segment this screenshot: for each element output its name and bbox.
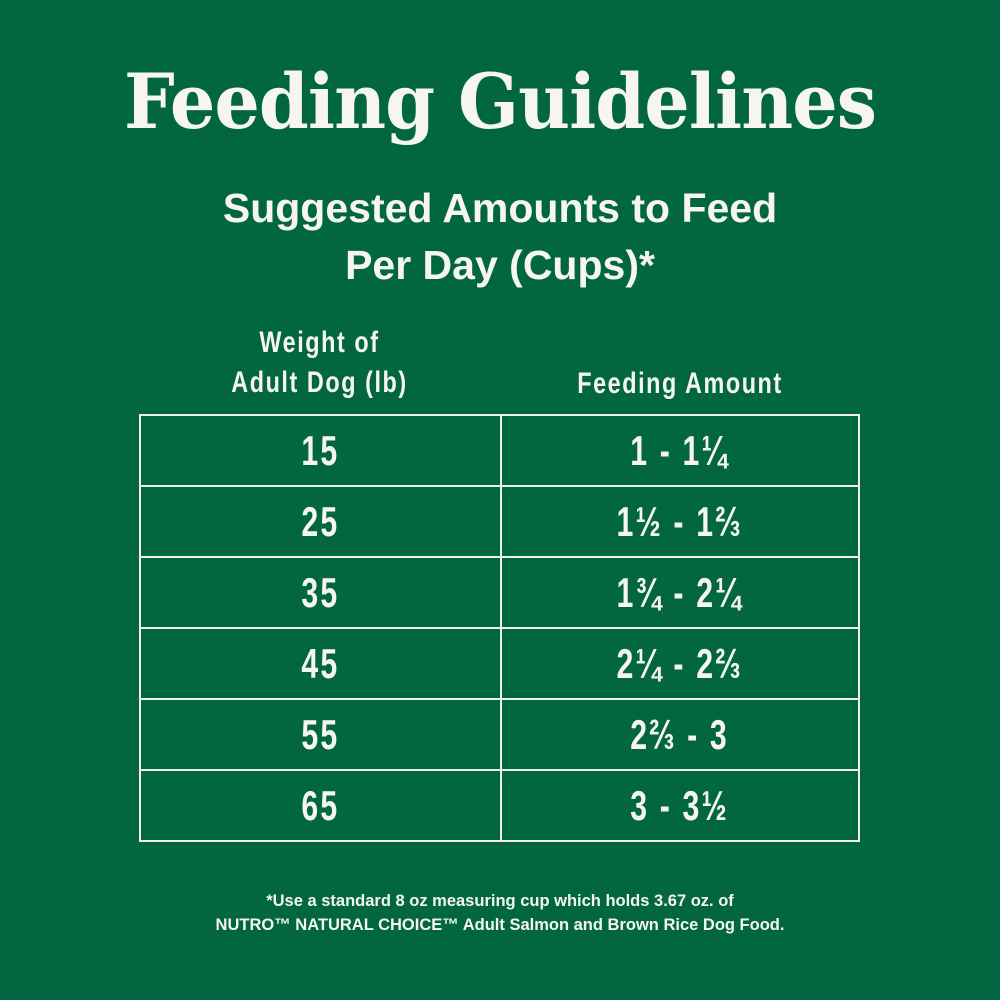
weight-value: 25 — [301, 497, 340, 545]
table-row: 15 1 - 1¼ — [139, 414, 860, 487]
table-row: 55 2⅔ - 3 — [139, 698, 860, 771]
weight-cell: 25 — [139, 485, 502, 558]
table-row: 35 1¾ - 2¼ — [139, 556, 860, 629]
footnote-line-1: *Use a standard 8 oz measuring cup which… — [266, 892, 734, 910]
footnote-line-2: NUTRO™ NATURAL CHOICE™ Adult Salmon and … — [215, 916, 785, 934]
page-title: Feeding Guidelines — [123, 57, 877, 146]
table-row: 25 1½ - 1⅔ — [139, 485, 860, 558]
weight-value: 45 — [301, 639, 340, 687]
subtitle: Suggested Amounts to Feed Per Day (Cups)… — [0, 180, 1000, 294]
weight-cell: 65 — [139, 769, 502, 842]
weight-value: 35 — [301, 568, 340, 616]
amount-value: 3 - 3½ — [630, 781, 730, 829]
amount-cell: 1½ - 1⅔ — [500, 485, 860, 558]
amount-value: 2¼ - 2⅔ — [616, 639, 744, 687]
weight-value: 15 — [301, 426, 340, 474]
amount-cell: 2¼ - 2⅔ — [500, 627, 860, 700]
amount-value: 1½ - 1⅔ — [616, 497, 744, 545]
weight-cell: 35 — [139, 556, 502, 629]
weight-column-header: Weight of Adult Dog (lb) — [179, 323, 461, 403]
weight-cell: 45 — [139, 627, 502, 700]
amount-value: 2⅔ - 3 — [630, 710, 730, 758]
weight-value: 55 — [301, 710, 340, 758]
footnote: *Use a standard 8 oz measuring cup which… — [0, 889, 1000, 937]
feeding-table: 15 1 - 1¼ 25 1½ - 1⅔ 35 1¾ - 2¼ 45 2¼ - … — [139, 414, 860, 842]
amount-cell: 1¾ - 2¼ — [500, 556, 860, 629]
amount-cell: 1 - 1¼ — [500, 414, 860, 487]
weight-header-line-2: Adult Dog (lb) — [231, 366, 408, 399]
weight-header-line-1: Weight of — [259, 326, 380, 359]
weight-cell: 15 — [139, 414, 502, 487]
amount-cell: 3 - 3½ — [500, 769, 860, 842]
feeding-amount-column-header: Feeding Amount — [577, 367, 783, 400]
subtitle-line-2: Per Day (Cups)* — [345, 242, 655, 288]
amount-value: 1 - 1¼ — [630, 426, 730, 474]
amount-value: 1¾ - 2¼ — [616, 568, 744, 616]
subtitle-line-1: Suggested Amounts to Feed — [222, 185, 778, 231]
amount-cell: 2⅔ - 3 — [500, 698, 860, 771]
weight-cell: 55 — [139, 698, 502, 771]
table-row: 45 2¼ - 2⅔ — [139, 627, 860, 700]
weight-value: 65 — [301, 781, 340, 829]
table-row: 65 3 - 3½ — [139, 769, 860, 842]
